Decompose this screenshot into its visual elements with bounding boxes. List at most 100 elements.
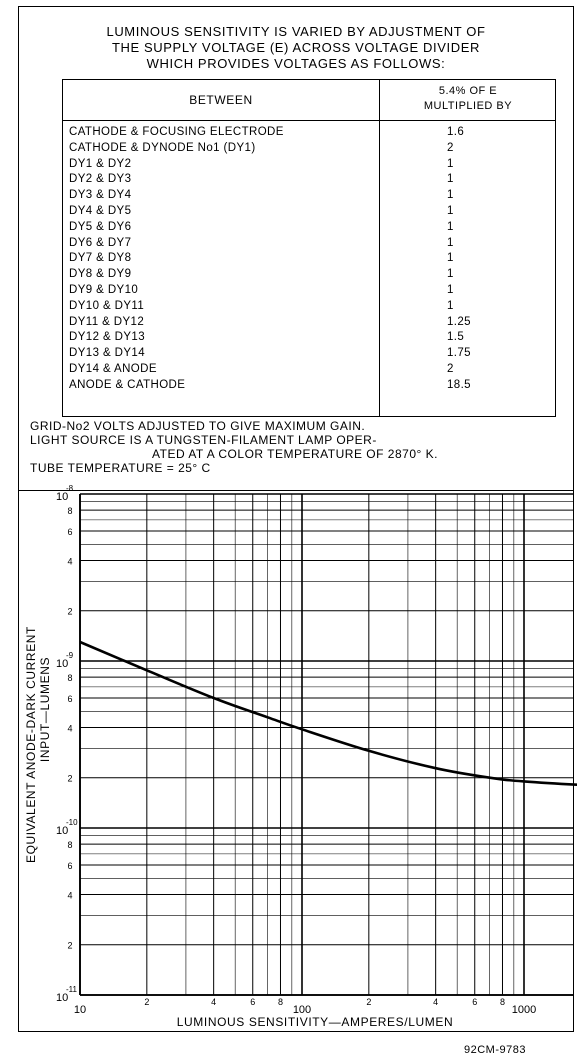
table-row: ANODE & CATHODE 18.5 [63,379,557,395]
table-row: DY11 & DY12 1.25 [63,316,557,332]
figure-frame [18,6,574,1032]
note-line: LIGHT SOURCE IS A TUNGSTEN-FILAMENT LAMP… [30,433,377,447]
row-label: CATHODE & FOCUSING ELECTRODE [69,126,284,138]
row-value: 1 [447,173,454,186]
y-minor-tick-label: 2 [67,941,72,951]
x-minor-tick-label: 2 [366,997,371,1007]
row-label: DY2 & DY3 [69,173,132,186]
table-header-multiplier-line1: 5.4% OF E [438,85,498,97]
table-row: DY3 & DY4 1 [63,189,557,205]
row-value: 1.5 [447,331,465,344]
row-value: 1 [447,299,454,312]
row-value: 2 [447,141,454,154]
table-row: DY9 & DY10 1 [63,284,557,300]
table-header-multiplier: 5.4% OF E MULTIPLIED BY [379,84,557,114]
x-minor-tick-label: 2 [144,997,149,1007]
row-label: DY1 & DY2 [69,157,132,170]
x-minor-tick-label: 4 [211,997,216,1007]
table-row: DY6 & DY7 1 [63,237,557,253]
y-minor-tick-label: 8 [67,840,72,850]
x-minor-tick-label: 6 [250,997,255,1007]
note-line: ATED AT A COLOR TEMPERATURE OF 2870° K. [152,447,438,461]
y-minor-tick-label: 6 [67,694,72,704]
row-label: DY7 & DY8 [69,252,132,265]
row-value: 1 [447,189,454,202]
series-line-0 [79,640,577,786]
y-minor-tick-label: 8 [67,506,72,516]
y-minor-tick-label: 6 [67,861,72,871]
row-label: ANODE & CATHODE [69,378,186,391]
row-label: DY5 & DY6 [69,220,132,233]
row-label: DY6 & DY7 [69,236,132,249]
y-axis-label-line2: INPUT—LUMENS [38,657,52,762]
row-label: DY4 & DY5 [69,204,132,217]
x-tick-label: 100 [293,1004,311,1016]
row-label: DY11 & DY12 [69,315,145,328]
y-tick-base: 10 [56,992,68,1004]
row-value: 1 [447,268,454,281]
x-tick-label: 10 [74,1004,86,1016]
row-label: DY13 & DY14 [69,347,145,360]
notes: GRID-No2 VOLTS ADJUSTED TO GIVE MAXIMUM … [30,419,560,475]
header-text: LUMINOUS SENSITIVITY IS VARIED BY ADJUST… [30,24,562,72]
note-line: GRID-No2 VOLTS ADJUSTED TO GIVE MAXIMUM … [30,419,366,433]
table-row: DY12 & DY13 1.5 [63,331,557,347]
table-header-divider [63,120,555,121]
row-label: DY12 & DY13 [69,331,145,344]
table-row: CATHODE & FOCUSING ELECTRODE 1.6 [63,126,557,142]
y-tick-base: 10 [56,491,68,503]
table-row: DY1 & DY2 1 [63,158,557,174]
x-tick-label: 1000 [512,1004,536,1016]
row-label: DY8 & DY9 [69,268,132,281]
row-label: CATHODE & DYNODE No1 (DY1) [69,141,256,154]
row-label: DY10 & DY11 [69,299,145,312]
row-value: 1 [447,236,454,249]
table-row: DY4 & DY5 1 [63,205,557,221]
section-divider [18,490,574,491]
row-value: 1 [447,204,454,217]
table-body: CATHODE & FOCUSING ELECTRODE 1.6 CATHODE &… [63,126,557,395]
y-tick-exponent: -11 [66,985,78,994]
row-value: 1.75 [447,347,471,360]
y-minor-tick-label: 6 [67,527,72,537]
y-minor-tick-label: 4 [67,723,72,733]
x-minor-tick-label: 6 [472,997,477,1007]
table-column-divider [379,80,380,416]
row-value: 1 [447,252,454,265]
row-value: 1 [447,283,454,296]
table-header-multiplier-line2: MULTIPLIED BY [423,100,513,112]
y-axis-label-line1: EQUIVALENT ANODE-DARK CURRENT [24,626,38,863]
y-minor-tick-label: 4 [67,556,72,566]
row-value: 2 [447,362,454,375]
header-line: THE SUPPLY VOLTAGE (E) ACROSS VOLTAGE DI… [112,40,480,55]
y-tick-base: 10 [56,658,68,670]
table-row: DY8 & DY9 1 [63,268,557,284]
y-minor-tick-label: 8 [67,673,72,683]
y-tick-exponent: -9 [66,651,74,660]
table-row: DY5 & DY6 1 [63,221,557,237]
table-row: DY13 & DY14 1.75 [63,347,557,363]
y-minor-tick-label: 2 [67,607,72,617]
table-header-between: BETWEEN [189,93,253,107]
row-label: DY9 & DY10 [69,283,139,296]
y-tick-exponent: -8 [66,484,74,493]
row-label: DY14 & ANODE [69,362,157,375]
y-tick-exponent: -10 [66,818,78,827]
figure-reference: 92CM-9783 [464,1044,526,1056]
row-value: 18.5 [447,378,471,391]
x-minor-tick-label: 8 [278,997,283,1007]
y-tick-base: 10 [56,825,68,837]
row-value: 1 [447,157,454,170]
row-value: 1 [447,220,454,233]
table-row: DY2 & DY3 1 [63,173,557,189]
table-row: DY7 & DY8 1 [63,252,557,268]
row-label: DY3 & DY4 [69,189,132,202]
note-line: TUBE TEMPERATURE = 25° C [30,461,211,475]
table-row: DY14 & ANODE 2 [63,363,557,379]
voltage-divider-table: BETWEEN 5.4% OF E MULTIPLIED BY CATHODE … [62,79,556,417]
x-minor-tick-label: 4 [433,997,438,1007]
y-minor-tick-label: 2 [67,774,72,784]
header-line: WHICH PROVIDES VOLTAGES AS FOLLOWS: [146,56,446,71]
x-axis-label: LUMINOUS SENSITIVITY—AMPERES/LUMEN [177,1015,453,1029]
